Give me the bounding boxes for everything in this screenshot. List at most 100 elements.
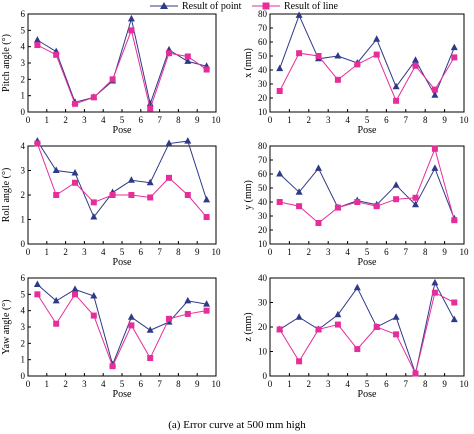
y-tick-label: 0 [263, 371, 268, 381]
y-tick-label: 1 [21, 355, 26, 365]
y-tick-label: 20 [258, 225, 268, 235]
data-point-square [53, 51, 60, 58]
x-tick-label: 3 [82, 247, 87, 257]
x-tick-label: 6 [384, 379, 389, 389]
y-tick-label: 20 [258, 322, 268, 332]
x-tick-label: 10 [212, 379, 222, 389]
plot-frame [27, 277, 217, 377]
data-point-square [315, 326, 322, 333]
data-point-triangle [52, 166, 60, 173]
data-point-triangle [33, 280, 41, 288]
data-point-triangle [392, 313, 400, 320]
y-tick-label: 50 [258, 51, 268, 61]
x-tick-label: 10 [212, 247, 222, 257]
x-axis-label: Pose [113, 257, 132, 268]
x-tick-label: 2 [63, 115, 68, 125]
data-point-square [354, 199, 361, 205]
x-tick-label: 10 [212, 115, 222, 125]
x-tick-label: 3 [326, 247, 331, 257]
y-axis-label: Yaw angle (°) [1, 299, 12, 354]
data-point-square [276, 199, 283, 205]
x-tick-label: 1 [287, 247, 292, 257]
data-point-square [184, 192, 191, 198]
data-point-triangle [71, 285, 79, 292]
y-tick-label: 60 [258, 37, 268, 47]
x-tick-label: 2 [307, 115, 312, 125]
x-tick-label: 3 [326, 379, 331, 389]
x-tick-label: 4 [101, 379, 106, 389]
data-point-square [72, 179, 78, 186]
data-point-triangle [276, 64, 284, 72]
y-tick-label: 0 [21, 371, 26, 381]
x-tick-label: 7 [404, 379, 409, 389]
data-point-square [147, 105, 154, 112]
data-point-square [373, 203, 380, 210]
x-tick-label: 2 [63, 379, 68, 389]
series-line-2 [36, 293, 207, 368]
x-tick-label: 10 [460, 115, 470, 125]
data-point-triangle [203, 195, 211, 203]
x-tick-label: 1 [287, 379, 292, 389]
legend-point-marker [160, 2, 168, 9]
x-tick-label: 4 [101, 115, 106, 125]
x-tick-label: 5 [365, 379, 370, 389]
series-line-1 [279, 281, 455, 376]
x-tick-label: 8 [423, 115, 428, 125]
data-point-square [53, 192, 60, 198]
legend-point-label: Result of point [182, 1, 242, 12]
data-point-square [128, 27, 135, 34]
x-tick-label: 6 [139, 379, 144, 389]
data-point-square [451, 54, 458, 61]
y-tick-label: 30 [258, 211, 268, 221]
y-tick-label: 4 [21, 306, 26, 316]
x-tick-label: 8 [176, 379, 181, 389]
series-line-2 [37, 28, 207, 111]
x-tick-label: 3 [82, 379, 87, 389]
y-tick-label: 4 [21, 141, 26, 151]
x-tick-label: 7 [404, 247, 409, 257]
y-tick-label: 40 [258, 273, 268, 283]
figure-caption: (a) Error curve at 500 mm high [168, 419, 306, 431]
x-tick-label: 1 [287, 115, 292, 125]
series-line-1 [279, 167, 455, 219]
data-point-square [393, 97, 400, 104]
x-tick-label: 7 [157, 247, 162, 257]
data-point-square [109, 192, 116, 198]
data-point-triangle [334, 52, 342, 59]
y-tick-label: 10 [258, 347, 268, 357]
data-point-square [276, 326, 283, 333]
plot-frame [269, 145, 465, 245]
x-tick-label: 10 [460, 379, 470, 389]
chart-panel-3: 0 1 2 3 4 5 6 7 8 9 10 0 1 2 3 4 Pose Roll angle (°) [1, 137, 221, 268]
series-line-1 [279, 14, 455, 97]
data-point-square [53, 320, 60, 327]
chart-panel-6: 0 1 2 3 4 5 6 7 8 9 10 0 10 20 30 40 Pose z (mm) [243, 273, 469, 400]
y-tick-label: 5 [21, 289, 26, 299]
data-point-triangle [295, 313, 303, 320]
x-tick-label: 6 [384, 247, 389, 257]
data-point-square [128, 322, 135, 329]
data-point-square [334, 321, 341, 328]
x-axis-label: Pose [113, 389, 132, 400]
data-point-square [315, 220, 322, 226]
data-point-square [393, 331, 400, 338]
data-point-triangle [276, 170, 284, 177]
x-tick-label: 9 [442, 115, 447, 125]
series-line-1 [36, 140, 208, 219]
data-point-square [166, 315, 172, 322]
data-point-triangle [127, 313, 135, 320]
y-tick-label: 3 [21, 58, 26, 68]
data-point-square [451, 217, 458, 224]
data-point-triangle [450, 315, 458, 323]
series-line-2 [279, 147, 455, 224]
data-point-square [109, 76, 116, 83]
legend-line-marker [262, 2, 270, 10]
data-point-square [72, 100, 78, 107]
x-tick-label: 8 [423, 379, 428, 389]
data-point-triangle [373, 35, 381, 42]
x-tick-label: 5 [120, 379, 125, 389]
data-point-square [373, 324, 380, 330]
y-tick-label: 10 [258, 107, 268, 117]
data-point-square [72, 291, 78, 298]
series-line-2 [279, 52, 455, 102]
